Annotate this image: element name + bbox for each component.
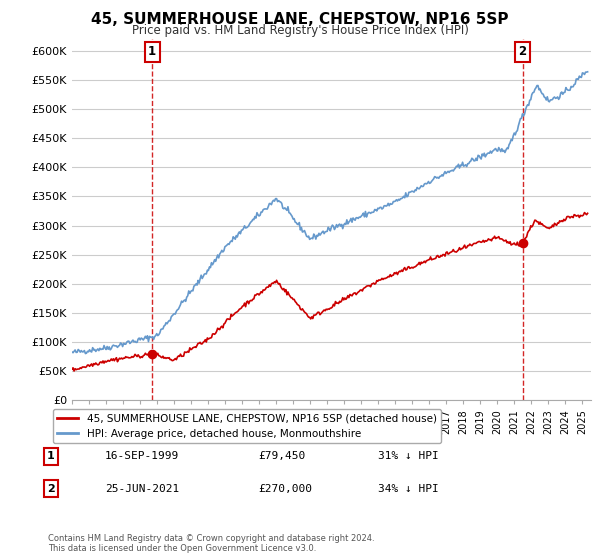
Text: 25-JUN-2021: 25-JUN-2021 <box>105 484 179 494</box>
Text: Price paid vs. HM Land Registry's House Price Index (HPI): Price paid vs. HM Land Registry's House … <box>131 24 469 37</box>
Text: £79,450: £79,450 <box>258 451 305 461</box>
Text: 34% ↓ HPI: 34% ↓ HPI <box>378 484 439 494</box>
Text: 45, SUMMERHOUSE LANE, CHEPSTOW, NP16 5SP: 45, SUMMERHOUSE LANE, CHEPSTOW, NP16 5SP <box>91 12 509 27</box>
Text: 2: 2 <box>47 484 55 494</box>
Text: 1: 1 <box>47 451 55 461</box>
Legend: 45, SUMMERHOUSE LANE, CHEPSTOW, NP16 5SP (detached house), HPI: Average price, d: 45, SUMMERHOUSE LANE, CHEPSTOW, NP16 5SP… <box>53 409 441 443</box>
Text: 31% ↓ HPI: 31% ↓ HPI <box>378 451 439 461</box>
Text: £270,000: £270,000 <box>258 484 312 494</box>
Text: Contains HM Land Registry data © Crown copyright and database right 2024.
This d: Contains HM Land Registry data © Crown c… <box>48 534 374 553</box>
Text: 16-SEP-1999: 16-SEP-1999 <box>105 451 179 461</box>
Text: 2: 2 <box>518 45 527 58</box>
Text: 1: 1 <box>148 45 156 58</box>
